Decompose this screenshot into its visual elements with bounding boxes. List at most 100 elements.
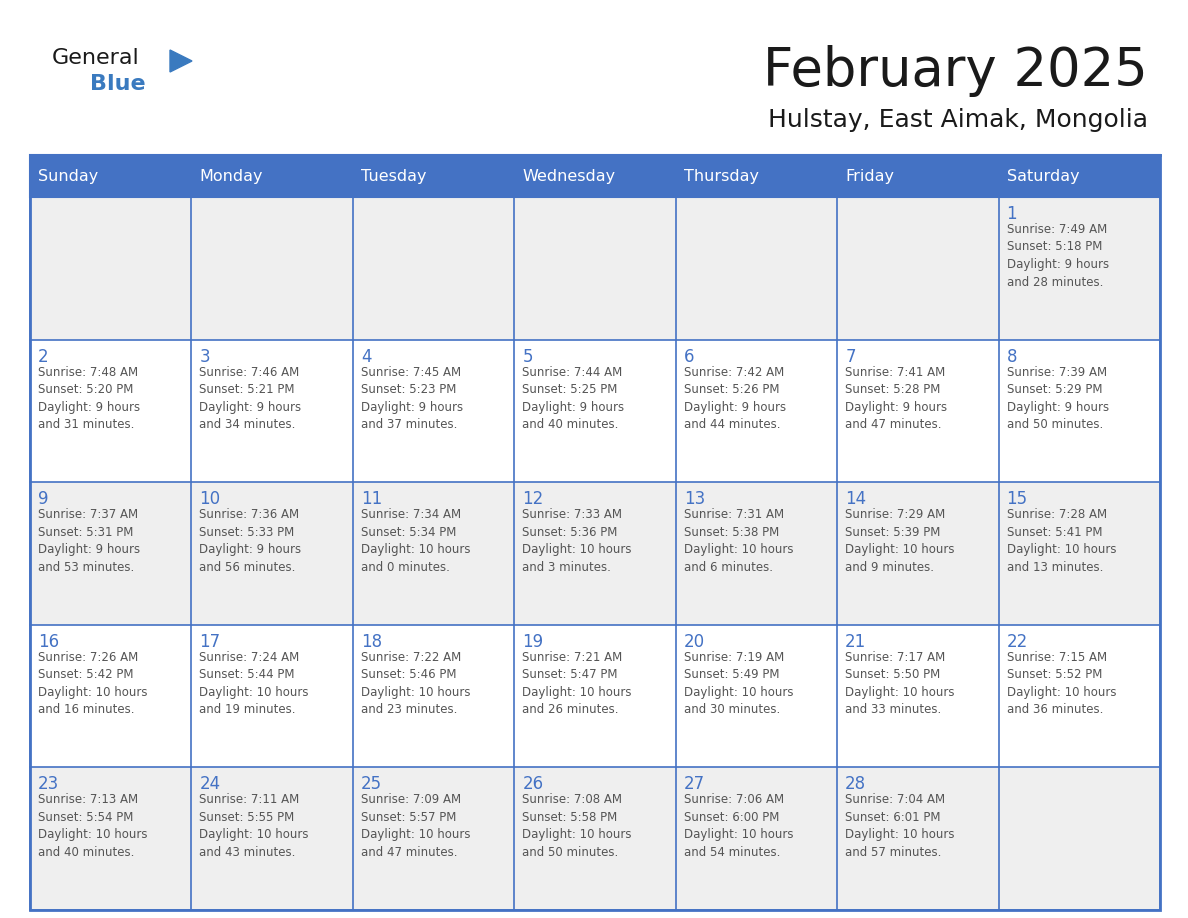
Bar [999, 482, 1159, 625]
Text: Sunrise: 7:19 AM
Sunset: 5:49 PM
Daylight: 10 hours
and 30 minutes.: Sunrise: 7:19 AM Sunset: 5:49 PM Dayligh… [684, 651, 794, 716]
Text: Sunrise: 7:15 AM
Sunset: 5:52 PM
Daylight: 10 hours
and 36 minutes.: Sunrise: 7:15 AM Sunset: 5:52 PM Dayligh… [1006, 651, 1116, 716]
Text: 9: 9 [38, 490, 49, 509]
Text: Sunrise: 7:08 AM
Sunset: 5:58 PM
Daylight: 10 hours
and 50 minutes.: Sunrise: 7:08 AM Sunset: 5:58 PM Dayligh… [523, 793, 632, 859]
Text: 17: 17 [200, 633, 221, 651]
Text: 14: 14 [845, 490, 866, 509]
Text: Sunrise: 7:48 AM
Sunset: 5:20 PM
Daylight: 9 hours
and 31 minutes.: Sunrise: 7:48 AM Sunset: 5:20 PM Dayligh… [38, 365, 140, 431]
Bar [676, 340, 838, 482]
Bar [30, 197, 191, 340]
Text: 28: 28 [845, 776, 866, 793]
Bar [514, 767, 676, 910]
Text: 26: 26 [523, 776, 543, 793]
Polygon shape [170, 50, 192, 72]
Text: Sunrise: 7:34 AM
Sunset: 5:34 PM
Daylight: 10 hours
and 0 minutes.: Sunrise: 7:34 AM Sunset: 5:34 PM Dayligh… [361, 509, 470, 574]
Bar [353, 482, 514, 625]
Bar [999, 340, 1159, 482]
Bar [838, 767, 999, 910]
Text: Sunrise: 7:46 AM
Sunset: 5:21 PM
Daylight: 9 hours
and 34 minutes.: Sunrise: 7:46 AM Sunset: 5:21 PM Dayligh… [200, 365, 302, 431]
Bar [676, 767, 838, 910]
Text: Blue: Blue [90, 74, 146, 94]
Bar [353, 197, 514, 340]
Text: Saturday: Saturday [1006, 169, 1079, 184]
Bar [676, 197, 838, 340]
Text: Thursday: Thursday [684, 169, 759, 184]
Text: 18: 18 [361, 633, 383, 651]
Bar [30, 625, 191, 767]
Bar [676, 625, 838, 767]
Bar [191, 340, 353, 482]
Text: Wednesday: Wednesday [523, 169, 615, 184]
Bar [30, 340, 191, 482]
Bar [999, 155, 1159, 197]
Text: 21: 21 [845, 633, 866, 651]
Bar [999, 197, 1159, 340]
Bar [676, 482, 838, 625]
Text: 25: 25 [361, 776, 383, 793]
Bar [514, 482, 676, 625]
Text: 8: 8 [1006, 348, 1017, 365]
Text: 16: 16 [38, 633, 59, 651]
Text: 7: 7 [845, 348, 855, 365]
Bar [30, 155, 1159, 197]
Bar [191, 197, 353, 340]
Bar [838, 155, 999, 197]
Bar [676, 155, 838, 197]
Bar [353, 155, 514, 197]
Bar [514, 155, 676, 197]
Text: February 2025: February 2025 [763, 45, 1148, 97]
Text: 19: 19 [523, 633, 543, 651]
Bar [191, 155, 353, 197]
Text: 22: 22 [1006, 633, 1028, 651]
Text: Sunrise: 7:13 AM
Sunset: 5:54 PM
Daylight: 10 hours
and 40 minutes.: Sunrise: 7:13 AM Sunset: 5:54 PM Dayligh… [38, 793, 147, 859]
Text: Sunrise: 7:17 AM
Sunset: 5:50 PM
Daylight: 10 hours
and 33 minutes.: Sunrise: 7:17 AM Sunset: 5:50 PM Dayligh… [845, 651, 955, 716]
Text: Sunrise: 7:22 AM
Sunset: 5:46 PM
Daylight: 10 hours
and 23 minutes.: Sunrise: 7:22 AM Sunset: 5:46 PM Dayligh… [361, 651, 470, 716]
Text: Sunrise: 7:37 AM
Sunset: 5:31 PM
Daylight: 9 hours
and 53 minutes.: Sunrise: 7:37 AM Sunset: 5:31 PM Dayligh… [38, 509, 140, 574]
Bar [838, 482, 999, 625]
Text: Sunrise: 7:44 AM
Sunset: 5:25 PM
Daylight: 9 hours
and 40 minutes.: Sunrise: 7:44 AM Sunset: 5:25 PM Dayligh… [523, 365, 625, 431]
Text: 13: 13 [684, 490, 704, 509]
Text: 20: 20 [684, 633, 704, 651]
Text: 27: 27 [684, 776, 704, 793]
Text: 1: 1 [1006, 205, 1017, 223]
Text: Sunrise: 7:31 AM
Sunset: 5:38 PM
Daylight: 10 hours
and 6 minutes.: Sunrise: 7:31 AM Sunset: 5:38 PM Dayligh… [684, 509, 794, 574]
Bar [30, 767, 191, 910]
Text: Sunrise: 7:45 AM
Sunset: 5:23 PM
Daylight: 9 hours
and 37 minutes.: Sunrise: 7:45 AM Sunset: 5:23 PM Dayligh… [361, 365, 463, 431]
Text: Tuesday: Tuesday [361, 169, 426, 184]
Bar [999, 625, 1159, 767]
Bar [353, 625, 514, 767]
Text: Sunrise: 7:28 AM
Sunset: 5:41 PM
Daylight: 10 hours
and 13 minutes.: Sunrise: 7:28 AM Sunset: 5:41 PM Dayligh… [1006, 509, 1116, 574]
Text: 10: 10 [200, 490, 221, 509]
Text: Sunrise: 7:26 AM
Sunset: 5:42 PM
Daylight: 10 hours
and 16 minutes.: Sunrise: 7:26 AM Sunset: 5:42 PM Dayligh… [38, 651, 147, 716]
Bar [191, 767, 353, 910]
Bar [999, 767, 1159, 910]
Text: 15: 15 [1006, 490, 1028, 509]
Bar [838, 197, 999, 340]
Text: 6: 6 [684, 348, 694, 365]
Text: 2: 2 [38, 348, 49, 365]
Text: Sunrise: 7:06 AM
Sunset: 6:00 PM
Daylight: 10 hours
and 54 minutes.: Sunrise: 7:06 AM Sunset: 6:00 PM Dayligh… [684, 793, 794, 859]
Text: General: General [52, 48, 140, 68]
Text: 23: 23 [38, 776, 59, 793]
Text: Sunrise: 7:29 AM
Sunset: 5:39 PM
Daylight: 10 hours
and 9 minutes.: Sunrise: 7:29 AM Sunset: 5:39 PM Dayligh… [845, 509, 955, 574]
Bar [353, 767, 514, 910]
Text: Sunrise: 7:11 AM
Sunset: 5:55 PM
Daylight: 10 hours
and 43 minutes.: Sunrise: 7:11 AM Sunset: 5:55 PM Dayligh… [200, 793, 309, 859]
Text: Sunrise: 7:49 AM
Sunset: 5:18 PM
Daylight: 9 hours
and 28 minutes.: Sunrise: 7:49 AM Sunset: 5:18 PM Dayligh… [1006, 223, 1108, 288]
Text: 5: 5 [523, 348, 532, 365]
Text: Sunrise: 7:33 AM
Sunset: 5:36 PM
Daylight: 10 hours
and 3 minutes.: Sunrise: 7:33 AM Sunset: 5:36 PM Dayligh… [523, 509, 632, 574]
Text: Sunrise: 7:39 AM
Sunset: 5:29 PM
Daylight: 9 hours
and 50 minutes.: Sunrise: 7:39 AM Sunset: 5:29 PM Dayligh… [1006, 365, 1108, 431]
Text: Sunrise: 7:41 AM
Sunset: 5:28 PM
Daylight: 9 hours
and 47 minutes.: Sunrise: 7:41 AM Sunset: 5:28 PM Dayligh… [845, 365, 947, 431]
Bar [353, 340, 514, 482]
Text: Sunrise: 7:04 AM
Sunset: 6:01 PM
Daylight: 10 hours
and 57 minutes.: Sunrise: 7:04 AM Sunset: 6:01 PM Dayligh… [845, 793, 955, 859]
Text: 12: 12 [523, 490, 544, 509]
Text: Sunrise: 7:42 AM
Sunset: 5:26 PM
Daylight: 9 hours
and 44 minutes.: Sunrise: 7:42 AM Sunset: 5:26 PM Dayligh… [684, 365, 785, 431]
Text: Sunrise: 7:36 AM
Sunset: 5:33 PM
Daylight: 9 hours
and 56 minutes.: Sunrise: 7:36 AM Sunset: 5:33 PM Dayligh… [200, 509, 302, 574]
Bar [191, 625, 353, 767]
Bar [30, 482, 191, 625]
Text: Hulstay, East Aimak, Mongolia: Hulstay, East Aimak, Mongolia [767, 108, 1148, 132]
Bar [838, 340, 999, 482]
Text: 3: 3 [200, 348, 210, 365]
Bar [838, 625, 999, 767]
Text: Friday: Friday [845, 169, 895, 184]
Bar [514, 625, 676, 767]
Bar [30, 155, 191, 197]
